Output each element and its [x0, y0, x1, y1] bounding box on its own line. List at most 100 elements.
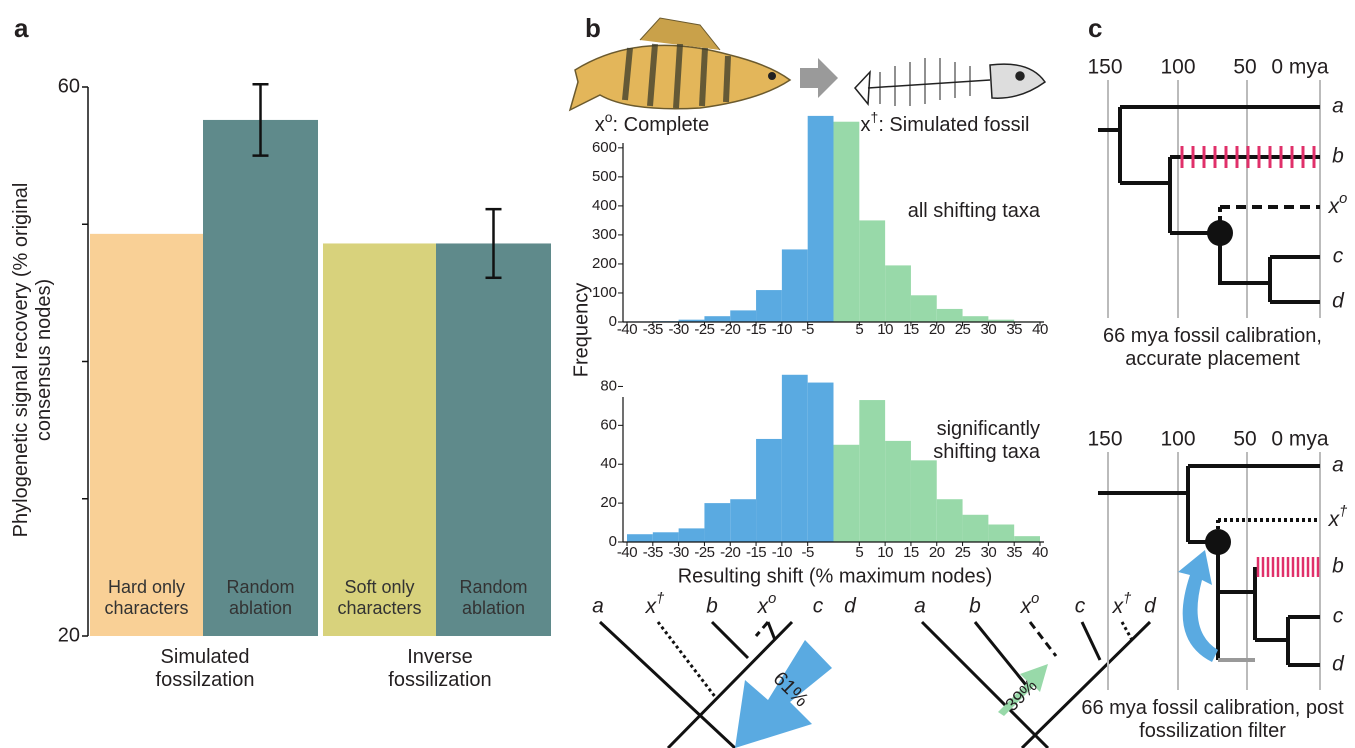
tip-label: c: [1075, 595, 1086, 618]
y-axis-label: Phylogenetic signal recovery (% original…: [10, 180, 60, 540]
histogram-bar: [782, 249, 808, 322]
tip-label: b: [1332, 555, 1344, 578]
tip-label: a: [1332, 95, 1344, 118]
x-tick-label: -20: [720, 544, 740, 561]
tip-label: x†: [645, 591, 665, 618]
y-tick-label: 300: [592, 226, 617, 243]
x-tick-label: -15: [746, 544, 766, 561]
group-label: Inverse fossilization: [360, 646, 520, 692]
x-tick-label: -40: [617, 321, 637, 338]
branch: [712, 622, 748, 658]
label-base: x: [595, 114, 605, 136]
x-tick-label: 20: [929, 544, 945, 561]
x-tick-label: 30: [981, 544, 997, 561]
x-tick-label: -35: [643, 321, 663, 338]
x-axis-label: Resulting shift (% maximum nodes): [678, 565, 993, 587]
tip-label: a: [914, 595, 926, 618]
label-base: x: [861, 114, 871, 136]
histogram-bar: [808, 383, 834, 542]
histogram-bar: [627, 534, 653, 542]
panel-label: c: [1088, 13, 1102, 43]
tip-label: x†: [1112, 591, 1132, 618]
annotation: all shifting taxa: [890, 200, 1040, 223]
x-tick-label: -40: [617, 544, 637, 561]
x-tick-label: 15: [903, 321, 919, 338]
x-tick-label: 40: [1032, 544, 1048, 561]
time-label: 0 mya: [1271, 428, 1329, 451]
transform-arrow: [800, 58, 838, 98]
branch: [1122, 622, 1132, 640]
y-tick-label: 100: [592, 284, 617, 301]
histogram-bar: [653, 532, 679, 542]
x-tick-label: 35: [1006, 544, 1022, 561]
calibration-node: [1207, 220, 1233, 246]
bar-label: Hard only characters: [90, 577, 203, 618]
x-tick-label: 5: [855, 544, 863, 561]
histogram-bar: [704, 503, 730, 542]
tip-label: b: [1332, 145, 1344, 168]
annotation: significantly shifting taxa: [890, 418, 1040, 464]
time-label: 100: [1160, 428, 1195, 451]
histogram-bar: [988, 525, 1014, 543]
bar-label: Soft only characters: [323, 577, 436, 618]
y-tick-label: 200: [592, 255, 617, 272]
x-tick-label: -15: [746, 321, 766, 338]
y-tick-label: 400: [592, 197, 617, 214]
y-tick-label: 20: [58, 624, 80, 646]
histogram-bar: [756, 290, 782, 322]
y-tick-label: 0: [609, 313, 617, 330]
x-tick-label: 10: [877, 321, 893, 338]
label-sup: †: [1123, 591, 1131, 607]
complete-fish: [570, 18, 790, 110]
tree-branch: [1098, 466, 1320, 665]
x-tick-label: 25: [955, 544, 971, 561]
tree-caption: 66 mya fossil calibration, accurate plac…: [1075, 325, 1350, 371]
bar: [203, 120, 318, 636]
panel-label: b: [585, 13, 601, 43]
time-label: 150: [1087, 428, 1122, 451]
x-tick-label: 20: [929, 321, 945, 338]
x-tick-label: -10: [772, 544, 792, 561]
time-label: 0 mya: [1271, 56, 1329, 79]
histogram-bar: [679, 528, 705, 542]
figure-canvas: abc20600100200300400500600-40-35-30-25-2…: [0, 0, 1355, 748]
x-tick-label: -25: [694, 321, 714, 338]
shift-arrow: [1178, 550, 1218, 662]
tip-label: d: [844, 595, 857, 618]
tip-label: c: [813, 595, 824, 618]
y-tick-label: 60: [600, 416, 617, 433]
x-tick-label: -35: [643, 544, 663, 561]
fossil-fish: [855, 58, 1045, 106]
label-sup: †: [871, 109, 879, 125]
tip-label: a: [592, 595, 604, 618]
bar-label: Random ablation: [203, 577, 318, 618]
x-tick-label: 15: [903, 544, 919, 561]
histogram-bar: [834, 122, 860, 322]
label-sup: o: [768, 591, 776, 607]
tip-label: xo: [757, 591, 777, 618]
tip-label: a: [1332, 454, 1344, 477]
x-tick-label: -30: [669, 544, 689, 561]
histogram-bar: [859, 400, 885, 542]
histogram-bar: [911, 460, 937, 542]
x-tick-label: -20: [720, 321, 740, 338]
calibration-node: [1205, 529, 1231, 555]
histogram-bar: [885, 265, 911, 322]
tip-label: c: [1333, 605, 1344, 628]
tip-label: xo: [1328, 191, 1348, 218]
x-tick-label: 30: [981, 321, 997, 338]
time-label: 50: [1233, 428, 1256, 451]
branch: [756, 622, 768, 636]
label-sup: †: [1339, 504, 1347, 520]
figure: abc20600100200300400500600-40-35-30-25-2…: [0, 0, 1355, 748]
tip-label: d: [1332, 290, 1345, 313]
histogram-bar: [859, 220, 885, 322]
branch: [768, 622, 775, 640]
tip-label: x†: Simulated fossil: [861, 109, 1030, 137]
branch: [1082, 622, 1100, 660]
label-sup: o: [1339, 191, 1347, 207]
panel-label: a: [14, 13, 29, 43]
tip-label: b: [969, 595, 981, 618]
branch: [1030, 622, 1056, 656]
label-text: : Complete: [613, 114, 710, 136]
